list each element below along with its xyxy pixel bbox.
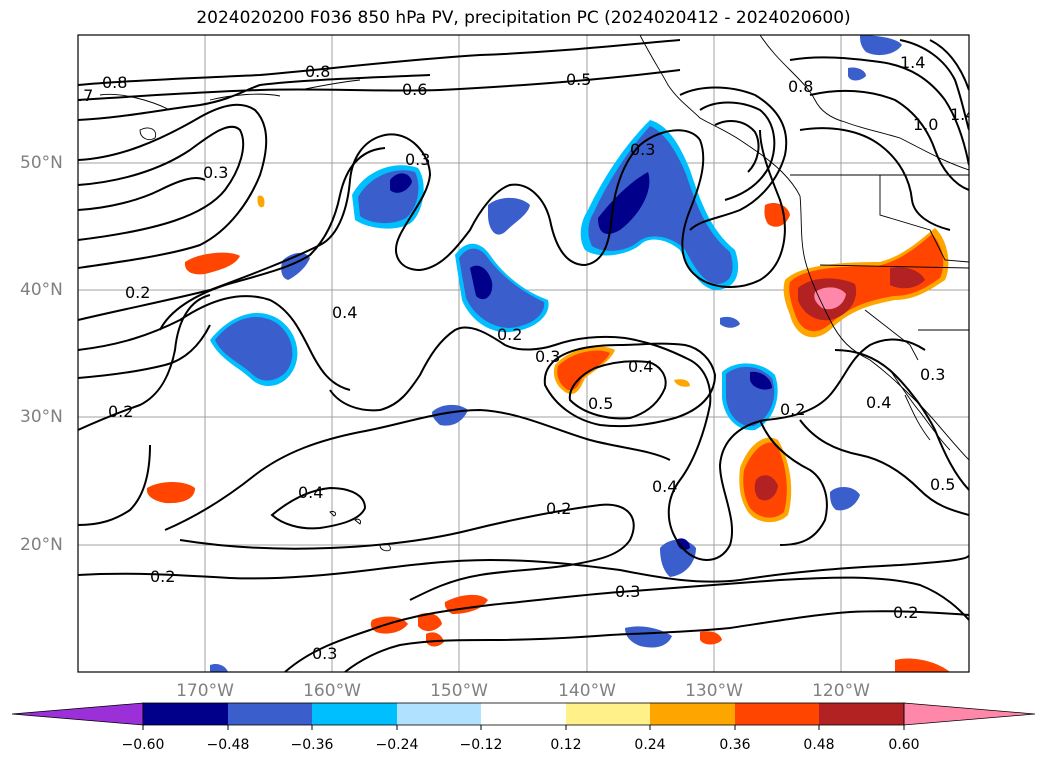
colorbar-segment xyxy=(566,703,650,725)
contour-label: 0.4 xyxy=(628,357,653,376)
contour-label: 0.2 xyxy=(125,283,150,302)
colorbar-segment xyxy=(735,703,819,725)
coastlines xyxy=(99,35,969,552)
contour-label: 0.3 xyxy=(615,582,640,601)
lon-label-150w: 150°W xyxy=(430,681,488,701)
colorbar-segment xyxy=(397,703,481,725)
contour-label: 1.4 xyxy=(950,105,975,124)
colorbar-tick-label: −0.24 xyxy=(375,737,419,753)
map-title: 2024020200 F036 850 hPa PV, precipitatio… xyxy=(196,8,851,28)
contour-label: 0.2 xyxy=(497,325,522,344)
lon-label-130w: 130°W xyxy=(685,681,743,701)
colorbar-tick-label: 0.60 xyxy=(888,737,920,753)
contour-label: 0.5 xyxy=(930,475,955,494)
contour-label: 0.6 xyxy=(402,80,427,99)
lon-label-160w: 160°W xyxy=(303,681,361,701)
contour-label: 0.4 xyxy=(652,477,677,496)
contour-label: 1.0 xyxy=(913,115,938,134)
colorbar-extend-high xyxy=(903,702,1036,726)
contour-label: 0.3 xyxy=(312,644,337,663)
contour-label: 1.4 xyxy=(900,53,925,72)
pv-contours xyxy=(78,39,969,672)
contour-label: 0.2 xyxy=(893,603,918,622)
colorbar-tick-label: −0.60 xyxy=(121,737,165,753)
colorbar-segment xyxy=(650,703,735,725)
lat-label-50n: 50°N xyxy=(20,153,63,173)
colorbar-segment xyxy=(481,703,566,725)
colorbar-segment xyxy=(228,703,312,725)
colorbar-tick-label: −0.12 xyxy=(459,737,503,753)
colorbar-segment xyxy=(819,703,904,725)
colorbar-tick-label: 0.48 xyxy=(803,737,835,753)
contour-label: 0.2 xyxy=(546,499,571,518)
contour-label: 0.8 xyxy=(305,62,330,81)
colorbar xyxy=(11,702,1036,730)
colorbar-extend-low xyxy=(11,702,144,726)
lon-label-170w: 170°W xyxy=(176,681,234,701)
contour-label: 0.4 xyxy=(866,393,891,412)
lat-label-40n: 40°N xyxy=(20,280,63,300)
colorbar-tick-label: 0.24 xyxy=(634,737,666,753)
contour-labels: 0.8 .7 0.8 0.6 0.5 0.3 0.3 0.3 0.2 0.4 0… xyxy=(78,53,975,663)
lon-label-140w: 140°W xyxy=(558,681,616,701)
colorbar-segment xyxy=(312,703,397,725)
contour-label: 0.3 xyxy=(405,150,430,169)
colorbar-tick-label: 0.36 xyxy=(719,737,751,753)
contour-label: 0.8 xyxy=(102,73,127,92)
lon-label-120w: 120°W xyxy=(812,681,870,701)
lat-label-30n: 30°N xyxy=(20,407,63,427)
lat-label-20n: 20°N xyxy=(20,535,63,555)
contour-label: 0.2 xyxy=(780,400,805,419)
colorbar-tick-label: 0.12 xyxy=(550,737,582,753)
contour-label: 0.5 xyxy=(566,70,591,89)
colorbar-segment xyxy=(143,703,228,725)
contour-label: 0.2 xyxy=(108,402,133,421)
colorbar-tick-label: −0.36 xyxy=(290,737,334,753)
contour-label: 0.2 xyxy=(150,567,175,586)
contour-label: 0.4 xyxy=(332,303,357,322)
contour-label: .7 xyxy=(78,86,93,105)
contour-label: 0.3 xyxy=(920,365,945,384)
contour-label: 0.5 xyxy=(588,394,613,413)
positive-precip-regions xyxy=(146,195,950,672)
contour-label: 0.3 xyxy=(535,347,560,366)
map-frame xyxy=(77,34,970,673)
contour-label: 0.3 xyxy=(203,163,228,182)
contour-label: 0.3 xyxy=(630,140,655,159)
contour-label: 0.8 xyxy=(788,77,813,96)
contour-label: 0.4 xyxy=(298,483,323,502)
colorbar-tick-label: −0.48 xyxy=(206,737,250,753)
